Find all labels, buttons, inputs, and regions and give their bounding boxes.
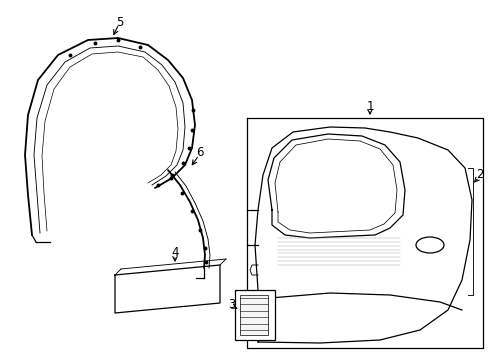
Bar bbox=[235, 290, 274, 340]
Text: 5: 5 bbox=[116, 15, 123, 28]
Text: 6: 6 bbox=[196, 147, 203, 159]
Text: 2: 2 bbox=[475, 168, 483, 181]
Text: 4: 4 bbox=[171, 247, 179, 260]
Text: 1: 1 bbox=[366, 100, 373, 113]
Ellipse shape bbox=[415, 237, 443, 253]
Text: 3: 3 bbox=[228, 298, 235, 311]
Bar bbox=[240, 295, 267, 335]
